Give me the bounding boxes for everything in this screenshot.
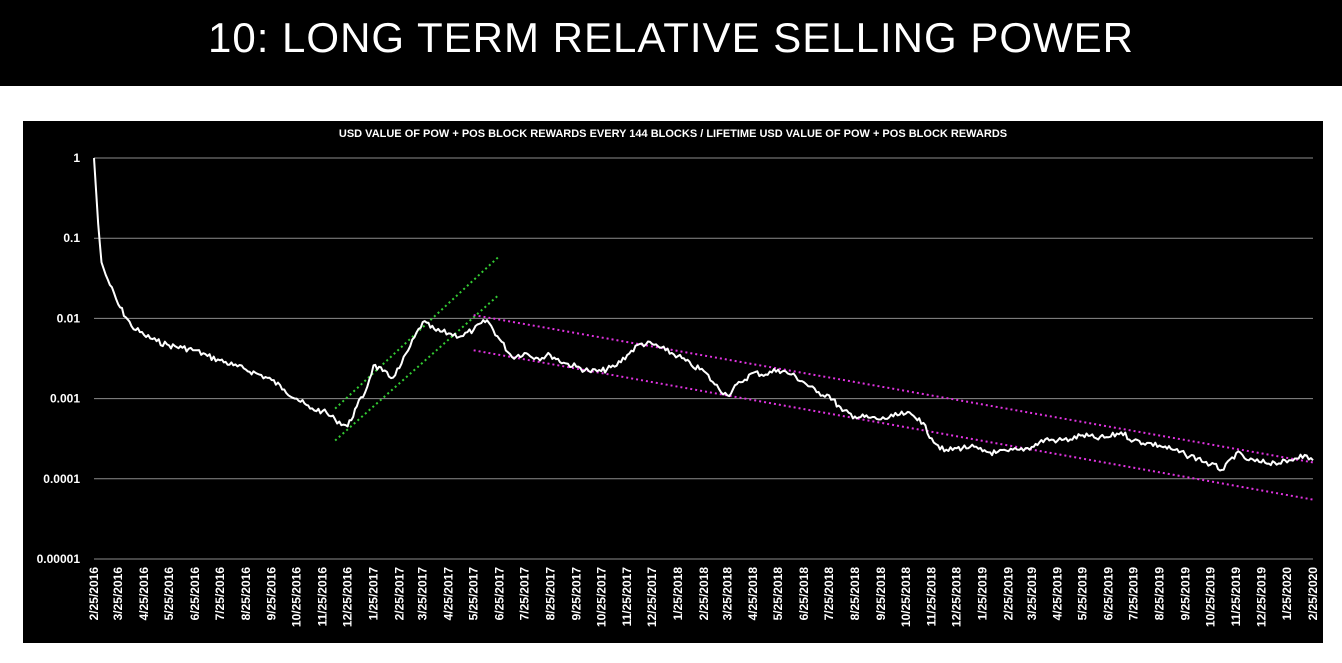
x-tick-label: 1/25/2017	[367, 567, 381, 621]
x-tick-label: 2/25/2016	[87, 567, 101, 621]
green-trend-line	[334, 293, 501, 442]
x-tick-label: 2/25/2018	[697, 567, 711, 621]
x-tick-label: 11/25/2018	[925, 567, 939, 627]
y-tick-label: 0.00001	[37, 552, 81, 566]
x-tick-label: 4/25/2017	[442, 567, 456, 621]
slide-title: 10: LONG TERM RELATIVE SELLING POWER	[207, 14, 1135, 61]
x-tick-label: 7/25/2016	[213, 567, 227, 621]
magenta-trend-line	[473, 314, 1314, 464]
x-tick-label: 3/25/2016	[111, 567, 125, 621]
chart-panel: USD VALUE OF POW + POS BLOCK REWARDS EVE…	[23, 121, 1323, 643]
x-tick-label: 10/25/2017	[594, 567, 608, 627]
x-tick-label: 5/25/2017	[467, 567, 481, 621]
x-tick-label: 7/25/2017	[518, 567, 532, 621]
x-tick-label: 8/25/2017	[543, 567, 557, 621]
y-tick-label: 0.1	[63, 231, 80, 245]
x-tick-label: 4/25/2018	[746, 567, 760, 621]
x-tick-label: 1/25/2019	[976, 567, 990, 621]
chart-title: USD VALUE OF POW + POS BLOCK REWARDS EVE…	[339, 128, 1007, 140]
y-tick-label: 1	[73, 151, 80, 165]
x-tick-label: 6/25/2018	[797, 567, 811, 621]
x-tick-label: 10/25/2016	[290, 567, 304, 627]
y-tick-label: 0.01	[57, 311, 81, 325]
magenta-trend-line	[473, 349, 1314, 501]
x-tick-label: 3/25/2017	[416, 567, 430, 621]
y-tick-label: 0.001	[50, 392, 80, 406]
series-line	[93, 157, 1314, 472]
x-tick-label: 6/25/2019	[1102, 567, 1116, 621]
green-trend-line	[334, 255, 501, 410]
x-tick-label: 3/25/2018	[720, 567, 734, 621]
x-tick-label: 9/25/2017	[569, 567, 583, 621]
x-tick-label: 1/25/2018	[671, 567, 685, 621]
x-tick-label: 11/25/2016	[316, 567, 330, 627]
x-tick-label: 9/25/2016	[265, 567, 279, 621]
x-tick-label: 4/25/2019	[1051, 567, 1065, 621]
x-tick-label: 2/25/2019	[1001, 567, 1015, 621]
x-tick-label: 10/25/2018	[899, 567, 913, 627]
x-tick-label: 12/25/2016	[341, 567, 355, 627]
x-tick-label: 8/25/2016	[239, 567, 253, 621]
x-tick-label: 9/25/2019	[1178, 567, 1192, 621]
x-tick-label: 7/25/2019	[1127, 567, 1141, 621]
x-tick-label: 2/25/2020	[1306, 567, 1320, 621]
x-tick-label: 9/25/2018	[874, 567, 888, 621]
x-tick-label: 11/25/2017	[620, 567, 634, 627]
x-tick-label: 5/25/2018	[771, 567, 785, 621]
x-tick-label: 12/25/2019	[1254, 567, 1268, 627]
x-tick-label: 10/25/2019	[1203, 567, 1217, 627]
x-tick-label: 8/25/2018	[848, 567, 862, 621]
y-tick-label: 0.0001	[43, 472, 80, 486]
x-tick-label: 2/25/2017	[392, 567, 406, 621]
line-chart: USD VALUE OF POW + POS BLOCK REWARDS EVE…	[37, 128, 1320, 627]
x-tick-label: 1/25/2020	[1280, 567, 1294, 621]
x-tick-label: 12/25/2018	[950, 567, 964, 627]
x-tick-label: 11/25/2019	[1229, 567, 1243, 627]
x-tick-label: 5/25/2019	[1076, 567, 1090, 621]
x-tick-label: 7/25/2018	[822, 567, 836, 621]
slide-header: 10: LONG TERM RELATIVE SELLING POWER	[0, 0, 1342, 86]
x-tick-label: 8/25/2019	[1152, 567, 1166, 621]
x-tick-label: 6/25/2016	[188, 567, 202, 621]
x-tick-label: 3/25/2019	[1025, 567, 1039, 621]
x-tick-label: 6/25/2017	[492, 567, 506, 621]
x-tick-label: 4/25/2016	[137, 567, 151, 621]
x-tick-label: 5/25/2016	[162, 567, 176, 621]
x-tick-label: 12/25/2017	[645, 567, 659, 627]
